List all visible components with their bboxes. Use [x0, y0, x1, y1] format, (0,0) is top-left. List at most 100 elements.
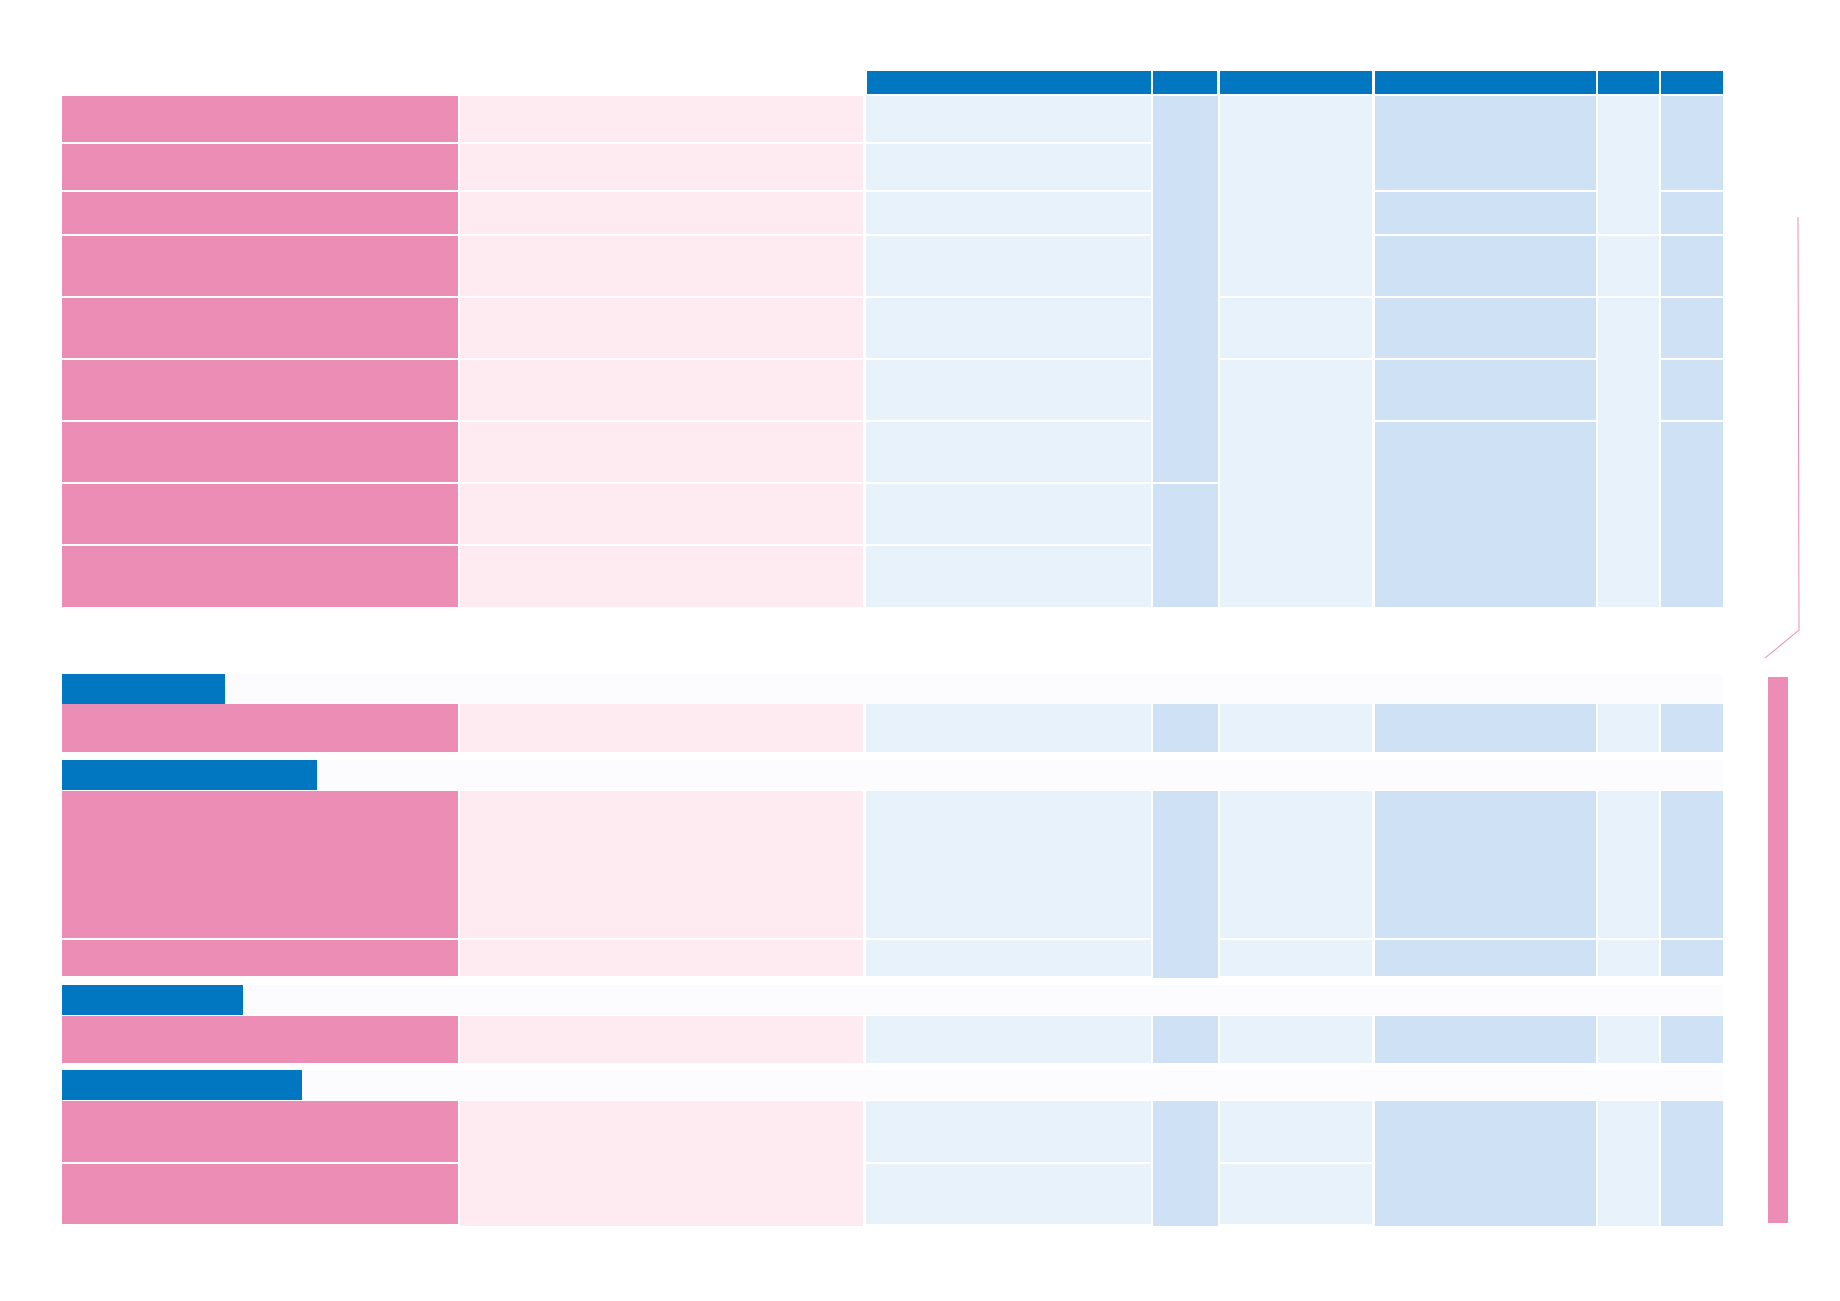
table-cell — [460, 192, 863, 234]
table-cell — [62, 1016, 458, 1063]
section-band — [62, 674, 1723, 704]
table-cell — [1661, 791, 1723, 938]
table-cell — [1220, 791, 1372, 938]
section-band — [62, 760, 1723, 790]
table-cell — [1598, 96, 1659, 234]
table-cell — [1375, 704, 1596, 752]
column-header — [1598, 71, 1659, 94]
table-cell — [1375, 1016, 1596, 1063]
side-accent-bar — [1768, 677, 1788, 1223]
table-cell — [866, 791, 1151, 938]
section-title — [62, 674, 225, 704]
table-cell — [62, 1101, 458, 1162]
table-cell — [866, 298, 1151, 358]
table-cell — [1153, 484, 1218, 607]
table-cell — [62, 940, 458, 976]
table-cell — [1153, 96, 1218, 482]
table-cell — [62, 704, 458, 752]
table-cell — [62, 422, 458, 482]
section-band — [62, 985, 1723, 1015]
table-cell — [460, 940, 863, 976]
table-cell — [460, 236, 863, 296]
table-cell — [460, 422, 863, 482]
table-cell — [1661, 1016, 1723, 1063]
table-cell — [1220, 1101, 1372, 1162]
table-cell — [1661, 704, 1723, 752]
table-cell — [1220, 940, 1372, 976]
column-header — [1661, 71, 1723, 94]
table-cell — [1375, 940, 1596, 976]
table-cell — [460, 484, 863, 544]
table-cell — [866, 192, 1151, 234]
table-cell — [62, 1164, 458, 1224]
table-cell — [1661, 360, 1723, 420]
table-cell — [1598, 704, 1659, 752]
table-cell — [1375, 236, 1596, 296]
table-cell — [1661, 236, 1723, 296]
table-cell — [460, 360, 863, 420]
side-bracket-line — [1764, 216, 1800, 659]
table-cell — [1661, 422, 1723, 607]
table-cell — [62, 791, 458, 938]
table-cell — [62, 96, 458, 142]
table-cell — [62, 484, 458, 544]
table-cell — [1598, 236, 1659, 296]
table-cell — [1153, 791, 1218, 978]
table-cell — [1220, 1016, 1372, 1063]
table-cell — [1220, 1164, 1372, 1224]
table-cell — [1375, 791, 1596, 938]
table-cell — [1661, 192, 1723, 234]
table-cell — [1153, 704, 1218, 752]
table-cell — [1661, 96, 1723, 190]
table-cell — [866, 546, 1151, 607]
table-cell — [460, 1016, 863, 1063]
table-cell — [460, 704, 863, 752]
table-cell — [1375, 192, 1596, 234]
section-title — [62, 1070, 302, 1100]
table-cell — [1598, 791, 1659, 938]
table-cell — [62, 546, 458, 607]
table-cell — [1598, 1016, 1659, 1063]
table-cell — [1220, 298, 1372, 358]
table-cell — [866, 1016, 1151, 1063]
table-cell — [1661, 940, 1723, 976]
table-cell — [460, 546, 863, 607]
table-cell — [866, 96, 1151, 142]
table-cell — [62, 360, 458, 420]
table-cell — [460, 144, 863, 190]
column-header — [1153, 71, 1217, 94]
section-band — [62, 1070, 1723, 1100]
table-cell — [1153, 1101, 1218, 1226]
table-cell — [1598, 298, 1659, 607]
table-cell — [1661, 298, 1723, 358]
table-cell — [1375, 360, 1596, 420]
table-cell — [1375, 422, 1596, 607]
section-title — [62, 985, 243, 1015]
table-cell — [1220, 704, 1372, 752]
column-header — [1375, 71, 1596, 94]
table-cell — [866, 1164, 1151, 1224]
table-cell — [866, 704, 1151, 752]
table-cell — [866, 144, 1151, 190]
table-cell — [866, 360, 1151, 420]
table-cell — [866, 422, 1151, 482]
table-cell — [62, 192, 458, 234]
table-cell — [62, 236, 458, 296]
table-cell — [866, 940, 1151, 976]
table-cell — [1375, 1101, 1596, 1226]
table-cell — [1598, 1101, 1659, 1226]
table-cell — [62, 298, 458, 358]
table-cell — [460, 298, 863, 358]
table-cell — [460, 1101, 863, 1226]
table-cell — [1661, 1101, 1723, 1226]
table-cell — [1220, 96, 1372, 296]
table-cell — [1375, 298, 1596, 358]
table-cell — [62, 144, 458, 190]
table-cell — [866, 1101, 1151, 1162]
column-header — [867, 71, 1151, 94]
column-header — [1220, 71, 1372, 94]
table-cell — [1220, 360, 1372, 607]
table-cell — [460, 791, 863, 938]
table-cell — [1153, 1016, 1218, 1063]
